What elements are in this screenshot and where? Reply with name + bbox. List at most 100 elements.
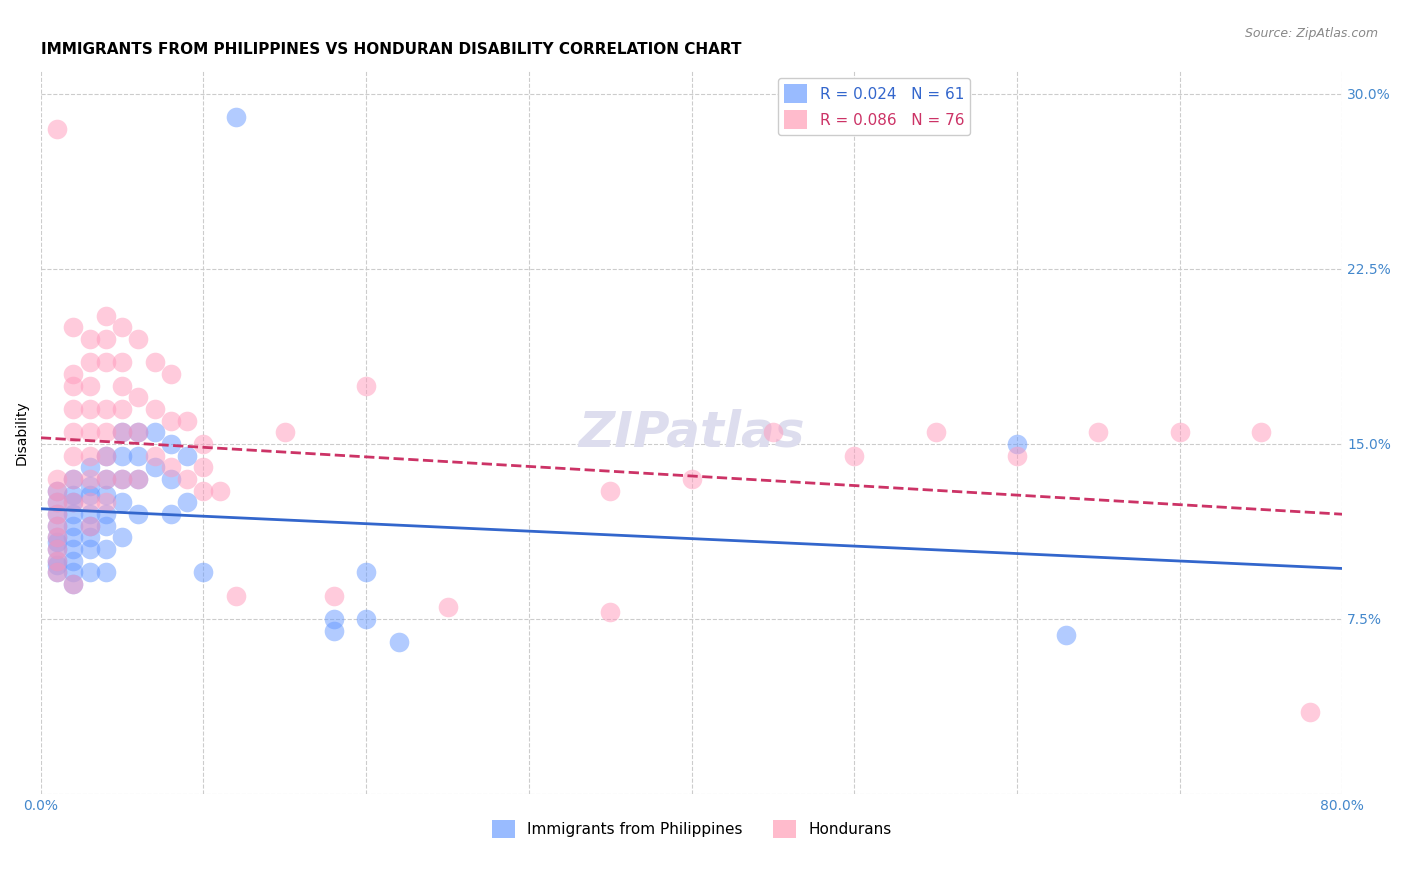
Point [62,507,84,521]
Point [62,401,84,416]
Point [1087,425,1109,440]
Point [111,472,134,486]
Point [62,577,84,591]
Point [225,110,247,124]
Point [46,530,69,544]
Point [143,460,166,475]
Point [94,472,117,486]
Point [94,518,117,533]
Legend: Immigrants from Philippines, Hondurans: Immigrants from Philippines, Hondurans [485,814,897,844]
Point [143,449,166,463]
Point [46,495,69,509]
Point [46,472,69,486]
Point [94,566,117,580]
Point [79,495,101,509]
Text: IMMIGRANTS FROM PHILIPPINES VS HONDURAN DISABILITY CORRELATION CHART: IMMIGRANTS FROM PHILIPPINES VS HONDURAN … [41,42,741,57]
Point [46,518,69,533]
Point [94,355,117,369]
Point [46,121,69,136]
Point [46,535,69,549]
Point [79,378,101,392]
Point [94,309,117,323]
Point [1168,425,1191,440]
Point [46,558,69,573]
Point [62,518,84,533]
Point [1005,449,1028,463]
Point [176,472,198,486]
Point [127,472,149,486]
Point [354,612,377,626]
Point [94,488,117,502]
Point [94,507,117,521]
Point [94,449,117,463]
Point [1250,425,1272,440]
Point [79,425,101,440]
Point [208,483,231,498]
Point [94,401,117,416]
Point [160,507,183,521]
Point [111,495,134,509]
Point [111,401,134,416]
Point [599,483,621,498]
Point [79,488,101,502]
Point [111,320,134,334]
Point [94,425,117,440]
Point [62,530,84,544]
Point [46,566,69,580]
Point [354,378,377,392]
Point [79,460,101,475]
Point [176,413,198,427]
Point [46,495,69,509]
Point [127,449,149,463]
Point [79,479,101,493]
Point [127,332,149,346]
Point [62,577,84,591]
Point [62,449,84,463]
Point [762,425,785,440]
Point [322,624,344,638]
Point [46,530,69,544]
Point [79,401,101,416]
Point [127,425,149,440]
Point [46,483,69,498]
Text: ZIPatlas: ZIPatlas [578,409,804,456]
Point [160,367,183,381]
Point [176,495,198,509]
Point [111,355,134,369]
Point [143,425,166,440]
Point [79,472,101,486]
Point [143,401,166,416]
Point [160,437,183,451]
Point [46,541,69,556]
Point [193,566,215,580]
Point [1054,628,1077,642]
Y-axis label: Disability: Disability [15,400,30,465]
Point [681,472,703,486]
Point [62,495,84,509]
Point [924,425,946,440]
Point [62,488,84,502]
Point [111,425,134,440]
Point [599,605,621,619]
Point [62,553,84,567]
Point [79,518,101,533]
Point [62,541,84,556]
Point [46,553,69,567]
Point [193,437,215,451]
Point [79,355,101,369]
Point [79,332,101,346]
Point [160,413,183,427]
Point [1005,437,1028,451]
Point [46,541,69,556]
Point [94,541,117,556]
Point [62,425,84,440]
Point [354,566,377,580]
Point [193,460,215,475]
Point [1299,706,1322,720]
Point [62,495,84,509]
Point [62,472,84,486]
Point [322,612,344,626]
Point [111,530,134,544]
Point [274,425,297,440]
Point [111,472,134,486]
